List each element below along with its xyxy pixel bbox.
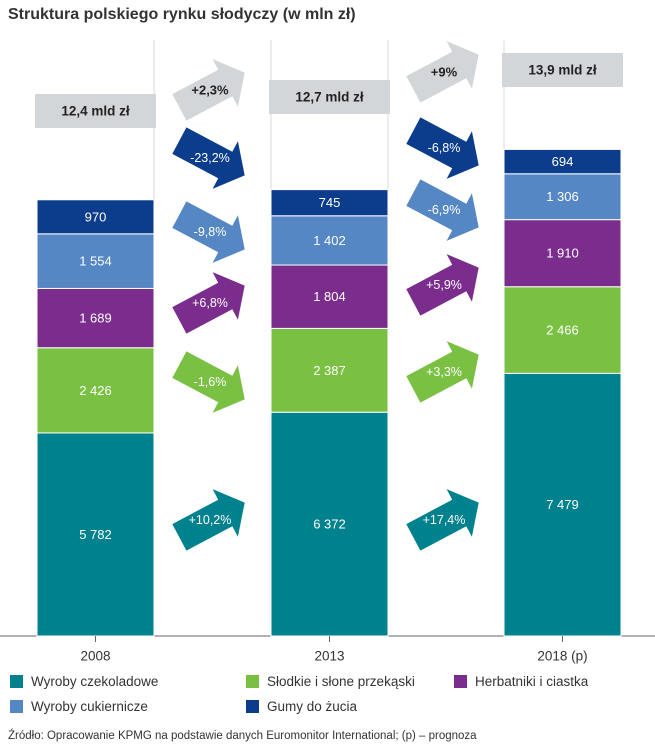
legend-swatch — [10, 700, 23, 713]
data-label: 745 — [319, 195, 341, 210]
data-label: 5 782 — [79, 527, 112, 542]
change-arrow — [172, 351, 245, 413]
bar-segment — [36, 347, 155, 434]
bar-segment — [270, 264, 389, 329]
legend-label: Słodkie i słone przekąski — [267, 674, 415, 689]
legend-swatch — [246, 675, 259, 688]
legend-item-herbatniki-i-ciastka: Herbatniki i ciastka — [454, 674, 588, 689]
change-label: +5,9% — [426, 278, 462, 292]
data-label: 2 466 — [546, 323, 579, 338]
bar-segment — [503, 148, 622, 175]
change-label: +3,3% — [426, 365, 462, 379]
data-label: 2 387 — [313, 363, 346, 378]
legend-item-slodkie-i-slone-przekaski: Słodkie i słone przekąski — [246, 674, 415, 689]
legend-item-wyroby-czekoladowe: Wyroby czekoladowe — [10, 674, 158, 689]
change-arrow — [406, 489, 479, 551]
change-arrow — [172, 272, 245, 334]
data-label: 7 479 — [546, 497, 579, 512]
legend-label: Gumy do żucia — [267, 699, 358, 714]
legend-swatch — [454, 675, 467, 688]
change-arrow — [172, 127, 245, 189]
change-arrow — [406, 179, 479, 241]
change-label: -23,2% — [190, 151, 230, 165]
bar-segment — [503, 173, 622, 221]
stacked-bar-chart: 5 782 2 426 1 689 1 554 970 2008 6 372 2 387 1 8… — [0, 40, 655, 664]
legend-label: Herbatniki i ciastka — [475, 674, 589, 689]
data-label: 970 — [85, 209, 107, 224]
data-label: 1 804 — [313, 289, 346, 304]
bar-segment — [36, 233, 155, 289]
legend-label: Wyroby cukiernicze — [31, 699, 148, 714]
x-tick-label: 2013 — [314, 649, 344, 664]
total-box — [502, 53, 623, 87]
bar-segment — [270, 327, 389, 413]
total-change-label: +9% — [431, 65, 458, 80]
bar-segment — [503, 372, 622, 637]
x-tick-label: 2018 (p) — [537, 649, 587, 664]
legend-swatch — [246, 700, 259, 713]
change-arrow — [406, 117, 479, 179]
bar-segment — [503, 219, 622, 288]
total-label: 13,9 mld zł — [528, 63, 597, 78]
bar-segment — [36, 287, 155, 349]
data-label: 2 426 — [79, 383, 112, 398]
change-arrow — [406, 254, 479, 316]
change-label: +17,4% — [423, 513, 466, 527]
bar-segment — [36, 432, 155, 637]
x-tick-label: 2008 — [80, 649, 110, 664]
data-label: 1 910 — [546, 246, 579, 261]
legend-item-gumy-do-zucia: Gumy do żucia — [246, 699, 357, 714]
total-change-arrow — [172, 59, 245, 121]
data-label: 6 372 — [313, 517, 346, 532]
total-label: 12,4 mld zł — [61, 104, 130, 119]
chart-title: Struktura polskiego rynku słodyczy (w ml… — [8, 6, 356, 23]
change-arrow — [406, 341, 479, 403]
bar-segment — [270, 189, 389, 217]
bar-segment — [36, 199, 155, 235]
change-label: -6,9% — [428, 203, 461, 217]
total-box — [35, 94, 156, 128]
data-label: 1 554 — [79, 254, 112, 269]
change-label: -9,8% — [194, 225, 227, 239]
legend-label: Wyroby czekoladowe — [31, 674, 159, 689]
data-label: 694 — [552, 154, 574, 169]
change-label: +10,2% — [189, 513, 232, 527]
change-label: +6,8% — [192, 296, 228, 310]
bar-segment — [270, 215, 389, 266]
source-note: Źródło: Opracowanie KPMG na podstawie da… — [8, 730, 477, 742]
change-arrow — [172, 489, 245, 551]
change-label: -1,6% — [194, 375, 227, 389]
total-label: 12,7 mld zł — [295, 90, 364, 105]
data-label: 1 689 — [79, 311, 112, 326]
data-label: 1 402 — [313, 233, 346, 248]
legend-item-wyroby-cukiernicze: Wyroby cukiernicze — [10, 699, 148, 714]
data-label: 1 306 — [546, 189, 579, 204]
change-arrow — [172, 201, 245, 263]
total-change-arrow — [406, 41, 479, 103]
bar-segment — [270, 411, 389, 637]
legend-swatch — [10, 675, 23, 688]
total-box — [269, 80, 390, 114]
total-change-label: +2,3% — [191, 83, 229, 98]
change-label: -6,8% — [428, 141, 461, 155]
